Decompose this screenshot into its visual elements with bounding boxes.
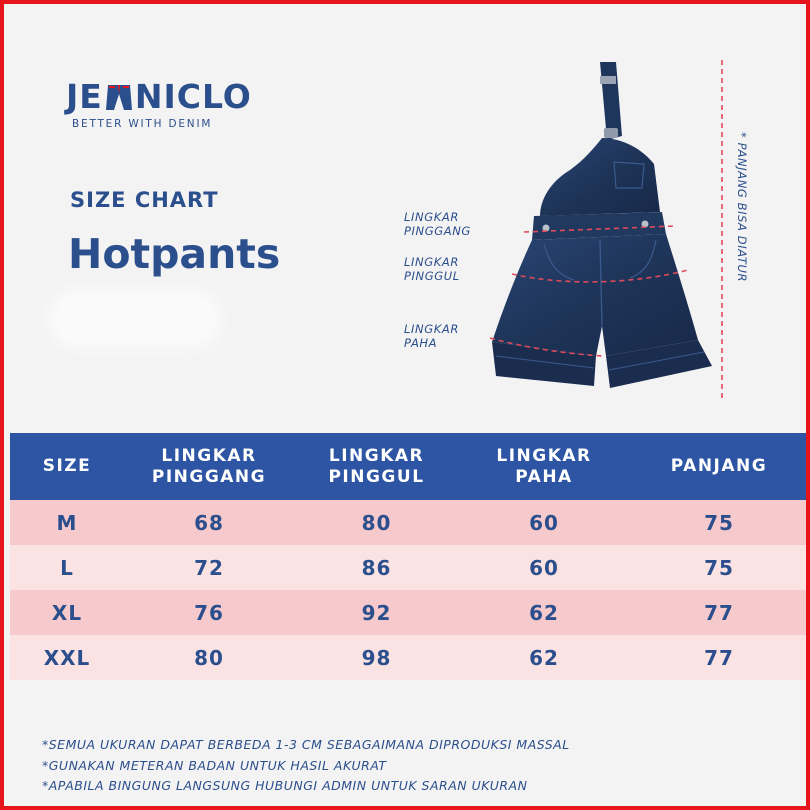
cell-hip: 98	[361, 645, 392, 670]
footnote: *APABILA BINGUNG LANGSUNG HUBUNGI ADMIN …	[42, 778, 528, 793]
brand-name-right: NICLO	[134, 77, 252, 116]
length-note-text: * PANJANG BISA DIATUR	[735, 132, 749, 283]
header-hip-line-1: LINGKAR	[328, 445, 425, 466]
brand-logo: JE NICLO BETTER WITH DENIM	[66, 80, 266, 130]
cell-size: L	[60, 555, 74, 580]
footnote: *GUNAKAN METERAN BADAN UNTUK HASIL AKURA…	[42, 757, 387, 773]
header-waist-line-1: LINGKAR	[161, 445, 257, 466]
table-row: M 68 80 60 75	[10, 500, 806, 545]
cell-waist: 80	[194, 645, 224, 670]
cell-hip: 80	[361, 510, 392, 535]
header-size: SIZE	[10, 456, 124, 477]
footnote: *SEMUA UKURAN DAPAT BERBEDA 1-3 CM SEBAG…	[42, 737, 570, 752]
cell-length: 77	[704, 645, 734, 670]
cell-hip: 86	[361, 555, 392, 580]
waist-label: LINGKAR PINGGANG	[404, 210, 471, 238]
denim-overall-shorts-icon	[489, 60, 723, 402]
table-row: XL 76 92 62 77	[10, 590, 806, 635]
cell-size: M	[56, 510, 78, 535]
header-length: PANJANG	[629, 456, 806, 477]
cell-thigh: 60	[529, 555, 559, 580]
thigh-label-line-1: LINGKAR	[404, 322, 459, 336]
header-length-line-1: PANJANG	[670, 456, 768, 476]
cell-size: XL	[51, 600, 83, 625]
cell-waist: 68	[194, 510, 224, 535]
header-hip: LINGKAR PINGGUL	[294, 446, 459, 488]
thigh-label-line-2: PAHA	[404, 336, 438, 350]
thigh-label: LINGKAR PAHA	[404, 322, 459, 350]
brand-name-left: JE	[66, 77, 103, 116]
brand-wordmark: JE NICLO	[66, 80, 266, 113]
cell-waist: 72	[194, 555, 224, 580]
brand-tagline: BETTER WITH DENIM	[72, 118, 213, 130]
blurred-area	[56, 296, 214, 342]
header-hip-line-2: PINGGUL	[328, 466, 425, 487]
cell-waist: 76	[194, 600, 224, 625]
waist-label-line-2: PINGGANG	[404, 224, 471, 238]
table-row: XXL 80 98 62 77	[10, 635, 806, 680]
size-chart-heading: SIZE CHART	[70, 188, 219, 212]
cell-length: 77	[704, 600, 734, 625]
cell-thigh: 62	[529, 600, 559, 625]
waist-label-line-1: LINGKAR	[404, 210, 459, 224]
footnotes: *SEMUA UKURAN DAPAT BERBEDA 1-3 CM SEBAG…	[42, 735, 570, 797]
header-waist: LINGKAR PINGGANG	[124, 446, 294, 488]
hip-label-line-1: LINGKAR	[404, 255, 459, 269]
header-thigh-line-1: LINGKAR	[496, 445, 592, 466]
cell-length: 75	[704, 555, 734, 580]
product-title: Hotpants	[68, 230, 281, 278]
cell-length: 75	[704, 510, 734, 535]
header-thigh: LINGKAR PAHA	[459, 446, 629, 488]
header-size-line-1: SIZE	[42, 456, 92, 476]
hip-label: LINGKAR PINGGUL	[404, 255, 460, 283]
length-note: * PANJANG BISA DIATUR	[735, 132, 751, 332]
denim-pants-a-icon	[105, 85, 132, 110]
cell-hip: 92	[361, 600, 392, 625]
size-table: SIZE LINGKAR PINGGANG LINGKAR PINGGUL LI…	[10, 433, 806, 680]
header-thigh-line-2: PAHA	[515, 466, 573, 487]
hip-label-line-2: PINGGUL	[404, 269, 460, 283]
table-header: SIZE LINGKAR PINGGANG LINGKAR PINGGUL LI…	[10, 433, 806, 500]
cell-size: XXL	[43, 645, 91, 670]
table-row: L 72 86 60 75	[10, 545, 806, 590]
cell-thigh: 62	[529, 645, 559, 670]
cell-thigh: 60	[529, 510, 559, 535]
header-waist-line-2: PINGGANG	[151, 466, 267, 487]
